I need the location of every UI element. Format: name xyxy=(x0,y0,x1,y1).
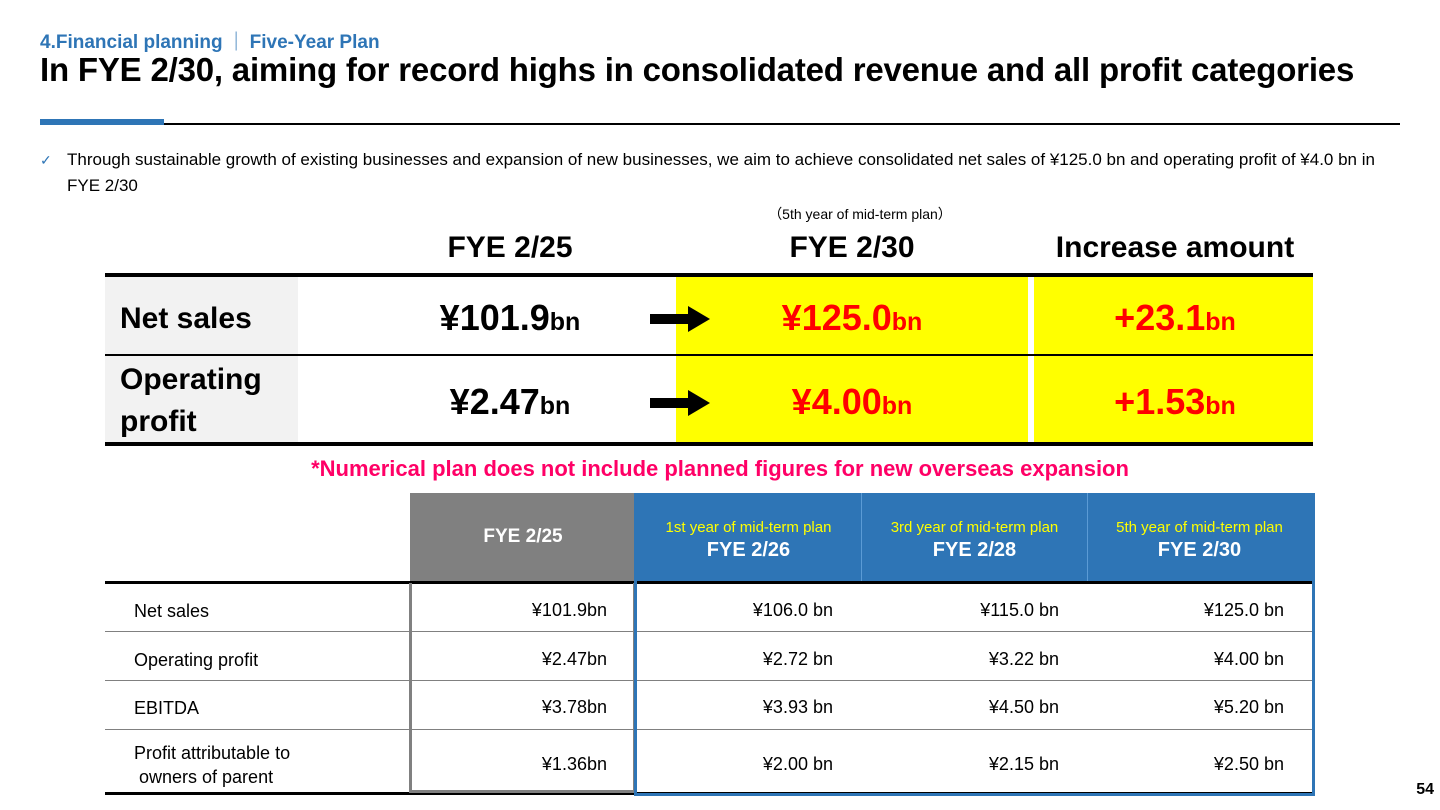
net-sales-fye225-value: ¥101.9bn xyxy=(439,297,581,338)
plan-cell: ¥106.0 bn xyxy=(752,600,833,620)
arrow-right-icon xyxy=(650,390,710,416)
plan-row-label: Operating profit xyxy=(134,650,259,670)
plan-row-divider xyxy=(105,631,1312,632)
summary-row-divider xyxy=(105,354,1313,356)
plan-cell: ¥2.00 bn xyxy=(762,754,833,774)
plan-header-band xyxy=(636,493,1312,581)
operating-profit-increase-value: +1.53bn xyxy=(1114,381,1236,422)
operating-profit-label-cell xyxy=(105,356,298,442)
check-icon: ✓ xyxy=(40,152,52,168)
midterm-note: （5th year of mid-term plan） xyxy=(768,206,952,222)
summary-bullet: ✓ Through sustainable growth of existing… xyxy=(40,147,1380,199)
summary-bottom-border xyxy=(105,442,1313,446)
breadcrumb: 4.Financial planning ｜ Five-Year Plan xyxy=(40,27,380,54)
plan-cell: ¥101.9bn xyxy=(531,600,607,620)
page-number: 54 xyxy=(1416,781,1434,798)
arrow-right-icon xyxy=(650,306,710,332)
plan-cell: ¥4.00 bn xyxy=(1213,649,1284,669)
operating-profit-increase-cell xyxy=(1034,356,1313,442)
subsection-label: Five-Year Plan xyxy=(249,32,380,53)
plan-cell: ¥2.72 bn xyxy=(762,649,833,669)
plan-header-fye225: FYE 2/25 xyxy=(410,493,636,581)
summary-top-border xyxy=(105,273,1313,277)
plan-row-label: EBITDA xyxy=(134,698,200,718)
plan-cell: ¥2.15 bn xyxy=(988,754,1059,774)
plan-cell: ¥5.20 bn xyxy=(1213,697,1284,717)
header-divider xyxy=(1087,493,1088,581)
operating-profit-fye225-value: ¥2.47bn xyxy=(449,381,571,422)
plan-table-header-border xyxy=(105,581,1312,584)
plan-row-divider xyxy=(105,729,1312,730)
plan-columns-frame xyxy=(634,493,1315,796)
title-divider xyxy=(40,123,1400,125)
header-divider xyxy=(861,493,862,581)
plan-header-fye228: 3rd year of mid-term plan FYE 2/28 xyxy=(890,519,1059,561)
plan-cell: ¥2.50 bn xyxy=(1213,754,1284,774)
plan-row-label: Net sales xyxy=(134,601,210,621)
bullet-text: Through sustainable growth of existing b… xyxy=(67,150,1375,195)
operating-profit-label: Operating profit xyxy=(120,363,262,438)
net-sales-fye230-value: ¥125.0bn xyxy=(781,297,923,338)
net-sales-label-cell xyxy=(105,277,298,354)
plan-cell: ¥4.50 bn xyxy=(988,697,1059,717)
summary-header-fye230: FYE 2/30 xyxy=(789,231,915,264)
net-sales-label: Net sales xyxy=(120,302,252,335)
net-sales-target-cell xyxy=(676,277,1028,354)
plan-cell: ¥2.47bn xyxy=(541,649,607,669)
page-title: In FYE 2/30, aiming for record highs in … xyxy=(40,51,1355,88)
net-sales-increase-cell xyxy=(1034,277,1313,354)
section-label: 4.Financial planning xyxy=(40,32,223,53)
plan-cell: ¥1.36bn xyxy=(541,754,607,774)
summary-header-increase: Increase amount xyxy=(1055,231,1295,264)
operating-profit-target-cell xyxy=(676,356,1028,442)
plan-cell: ¥125.0 bn xyxy=(1203,600,1284,620)
plan-cell: ¥115.0 bn xyxy=(980,600,1059,620)
plan-header-fye226: 1st year of mid-term plan FYE 2/26 xyxy=(665,519,832,561)
plan-cell: ¥3.22 bn xyxy=(988,649,1059,669)
operating-profit-fye230-value: ¥4.00bn xyxy=(791,381,913,422)
plan-row-divider xyxy=(105,680,1312,681)
plan-cell: ¥3.93 bn xyxy=(762,697,833,717)
summary-header-fye225: FYE 2/25 xyxy=(447,231,573,264)
breadcrumb-separator: ｜ xyxy=(226,32,246,53)
plan-cell: ¥3.78bn xyxy=(541,697,607,717)
title-accent-bar xyxy=(40,119,164,125)
net-sales-increase-value: +23.1bn xyxy=(1114,297,1236,338)
footnote: *Numerical plan does not include planned… xyxy=(311,456,1129,481)
plan-row-label: Profit attributable to owners of parent xyxy=(134,743,291,787)
plan-header-fye230: 5th year of mid-term plan FYE 2/30 xyxy=(1116,519,1283,561)
